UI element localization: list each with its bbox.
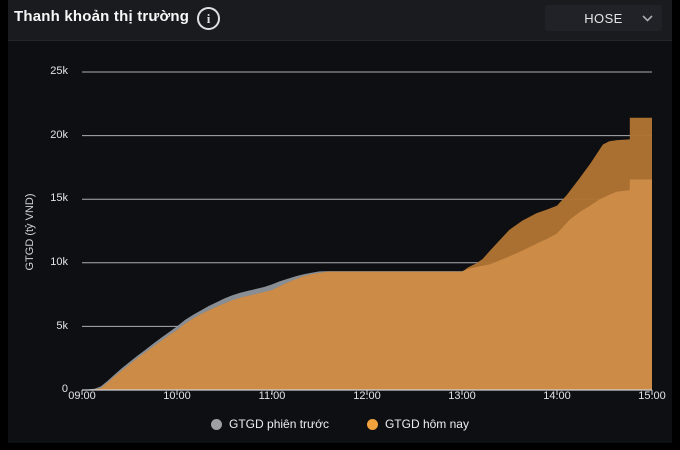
market-liquidity-panel: Thanh khoản thị trường i HOSE GTGD (tỷ V… — [8, 0, 672, 443]
page-title: Thanh khoản thị trường — [14, 8, 190, 25]
panel-header: Thanh khoản thị trường i HOSE — [8, 0, 672, 41]
exchange-select[interactable]: HOSE — [545, 5, 662, 31]
legend-dot-previous-icon — [211, 418, 223, 430]
x-tick-label: 10:00 — [163, 390, 191, 402]
chart-legend: GTGD phiên trước GTGD hôm nay — [8, 417, 672, 431]
y-tick-label: 25k — [50, 65, 68, 77]
x-tick-label: 11:00 — [258, 390, 286, 402]
x-tick-label: 12:00 — [353, 390, 381, 402]
exchange-select-value: HOSE — [584, 10, 623, 26]
y-tick-label: 20k — [50, 129, 68, 141]
info-icon[interactable]: i — [197, 7, 220, 30]
legend-label: GTGD phiên trước — [229, 417, 329, 431]
legend-item-previous-session[interactable]: GTGD phiên trước — [211, 417, 329, 431]
legend-item-today[interactable]: GTGD hôm nay — [366, 417, 469, 431]
x-tick-label: 13:00 — [448, 390, 476, 402]
y-tick-label: 10k — [50, 256, 68, 268]
y-tick-label: 5k — [56, 320, 68, 332]
y-tick-label: 15k — [50, 192, 68, 204]
legend-dot-today-icon — [366, 418, 378, 430]
x-tick-label: 14:00 — [543, 390, 571, 402]
chevron-down-icon — [642, 15, 653, 22]
y-tick-label: 0 — [61, 383, 68, 395]
x-tick-label: 09:00 — [68, 390, 96, 402]
legend-label: GTGD hôm nay — [384, 417, 469, 431]
x-tick-label: 15:00 — [638, 390, 666, 402]
